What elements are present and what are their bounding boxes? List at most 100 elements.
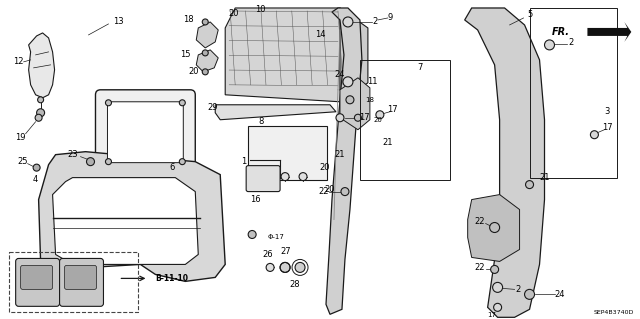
Text: 22: 22 — [319, 187, 329, 196]
Circle shape — [491, 265, 499, 273]
Circle shape — [266, 263, 274, 271]
Circle shape — [493, 282, 502, 293]
Text: 9: 9 — [387, 13, 392, 22]
Bar — [9, 252, 138, 312]
Circle shape — [86, 158, 95, 166]
Polygon shape — [196, 22, 218, 48]
Polygon shape — [465, 8, 545, 317]
Circle shape — [490, 223, 500, 233]
Text: SEP4B3740D: SEP4B3740D — [594, 310, 634, 315]
Circle shape — [493, 303, 502, 311]
Circle shape — [525, 181, 534, 189]
Text: 23: 23 — [67, 150, 78, 159]
Text: 13: 13 — [113, 18, 124, 26]
Polygon shape — [468, 195, 520, 262]
Circle shape — [281, 173, 289, 181]
Text: 28: 28 — [290, 280, 300, 289]
Polygon shape — [196, 50, 218, 72]
FancyBboxPatch shape — [246, 166, 280, 192]
Text: 22: 22 — [474, 217, 485, 226]
Text: 12: 12 — [13, 57, 24, 66]
Polygon shape — [340, 8, 368, 98]
Text: 18: 18 — [183, 15, 193, 25]
Text: 7: 7 — [417, 63, 422, 72]
Text: FR.: FR. — [552, 27, 570, 37]
Circle shape — [336, 114, 344, 122]
Text: 5: 5 — [527, 11, 532, 19]
Circle shape — [299, 173, 307, 181]
Circle shape — [36, 109, 45, 117]
Text: 21: 21 — [383, 138, 393, 147]
Text: 21: 21 — [540, 173, 550, 182]
Text: 29: 29 — [207, 103, 218, 112]
Text: 17: 17 — [488, 312, 497, 318]
Circle shape — [202, 69, 208, 75]
Circle shape — [376, 111, 384, 119]
Polygon shape — [215, 105, 336, 120]
Text: 27: 27 — [281, 247, 291, 256]
Circle shape — [355, 114, 362, 121]
Polygon shape — [588, 22, 631, 42]
Text: B-11-10: B-11-10 — [156, 274, 188, 283]
Text: 24: 24 — [335, 70, 345, 79]
Circle shape — [106, 159, 111, 165]
Circle shape — [545, 40, 554, 50]
Text: 17: 17 — [360, 113, 370, 122]
Circle shape — [202, 50, 208, 56]
Circle shape — [202, 19, 208, 25]
Text: 22: 22 — [474, 263, 485, 272]
Text: 20: 20 — [324, 185, 335, 194]
Polygon shape — [340, 78, 370, 130]
Polygon shape — [52, 178, 198, 264]
FancyBboxPatch shape — [65, 265, 97, 289]
Text: 20: 20 — [228, 10, 239, 19]
Text: 2: 2 — [569, 38, 574, 48]
Text: 8: 8 — [259, 117, 264, 126]
Text: 19: 19 — [15, 133, 26, 142]
Circle shape — [525, 289, 534, 299]
Bar — [529, 8, 618, 178]
FancyBboxPatch shape — [108, 102, 183, 163]
Text: 20: 20 — [320, 163, 330, 172]
FancyBboxPatch shape — [15, 258, 60, 306]
Bar — [360, 60, 450, 180]
Circle shape — [346, 96, 354, 104]
Text: 26: 26 — [263, 250, 273, 259]
Polygon shape — [225, 8, 358, 102]
Text: 21: 21 — [335, 150, 345, 159]
Circle shape — [280, 263, 290, 272]
Polygon shape — [326, 8, 362, 314]
Text: 2: 2 — [372, 18, 378, 26]
Text: 24: 24 — [554, 290, 564, 299]
Text: 3: 3 — [605, 107, 610, 116]
Polygon shape — [38, 152, 225, 281]
Circle shape — [341, 188, 349, 196]
Text: 11: 11 — [367, 77, 377, 86]
Circle shape — [33, 164, 40, 171]
Text: Φ-17: Φ-17 — [268, 234, 285, 241]
Circle shape — [179, 159, 186, 165]
Circle shape — [248, 231, 256, 239]
Circle shape — [38, 97, 44, 103]
Circle shape — [35, 114, 42, 121]
Text: 10: 10 — [255, 5, 266, 14]
FancyBboxPatch shape — [248, 126, 327, 180]
Text: 20: 20 — [188, 67, 198, 76]
Circle shape — [179, 100, 186, 106]
FancyBboxPatch shape — [60, 258, 104, 306]
Text: 6: 6 — [170, 163, 175, 172]
Text: 18: 18 — [365, 97, 374, 103]
Circle shape — [106, 100, 111, 106]
Text: 2: 2 — [515, 285, 520, 294]
Text: 20: 20 — [373, 117, 382, 123]
Text: 15: 15 — [180, 50, 191, 59]
FancyBboxPatch shape — [95, 90, 195, 174]
Circle shape — [343, 17, 353, 27]
Text: 16: 16 — [250, 195, 260, 204]
Text: 4: 4 — [33, 175, 38, 184]
Circle shape — [591, 131, 598, 139]
Text: 14: 14 — [315, 30, 325, 40]
Polygon shape — [29, 33, 54, 98]
Text: 25: 25 — [17, 157, 28, 166]
Text: 17: 17 — [602, 123, 612, 132]
